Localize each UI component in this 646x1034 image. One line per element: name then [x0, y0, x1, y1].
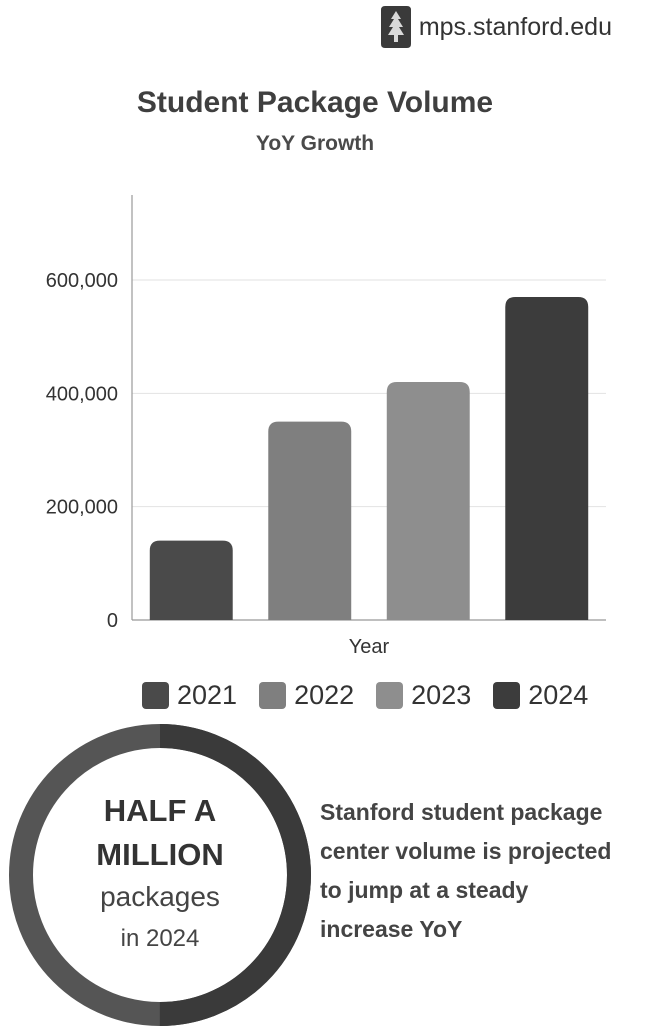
- bar-2021[interactable]: [149, 540, 233, 620]
- chart-subtitle: YoY Growth: [255, 132, 375, 155]
- legend-item-2022[interactable]: 2022: [259, 680, 354, 711]
- legend-label: 2022: [294, 680, 355, 710]
- legend-label: 2023: [411, 680, 472, 710]
- chart-title: Student Package Volume: [136, 86, 494, 119]
- highlight-line-1: HALF A: [103, 793, 217, 828]
- x-axis-label: Year: [349, 636, 390, 658]
- y-tick-labels: 0 200,000 400,000 600,000: [46, 270, 118, 632]
- bar-chart: 0 200,000 400,000 600,000 Year: [46, 195, 606, 658]
- site-url[interactable]: mps.stanford.edu: [418, 12, 612, 41]
- y-tick-label: 200,000: [46, 497, 118, 519]
- bar-2024[interactable]: [505, 297, 589, 620]
- y-tick-label: 0: [107, 610, 118, 632]
- highlight-ring: HALF A MILLION packages in 2024: [9, 724, 311, 1026]
- bar-2023[interactable]: [386, 382, 470, 620]
- summary-line-4: increase YoY: [320, 916, 463, 942]
- legend-label: 2024: [528, 680, 589, 710]
- highlight-line-4: in 2024: [120, 925, 200, 952]
- stanford-logo-icon: [380, 6, 411, 48]
- chart-bars: [149, 297, 589, 620]
- summary-line-3: to jump at a steady: [320, 877, 529, 903]
- legend-swatch: [493, 682, 521, 709]
- legend-swatch: [142, 682, 169, 709]
- legend-label: 2021: [177, 680, 238, 710]
- highlight-line-2: MILLION: [96, 837, 224, 872]
- y-tick-label: 400,000: [46, 383, 118, 405]
- highlight-line-3: packages: [100, 881, 220, 912]
- summary-line-1: Stanford student package: [320, 799, 603, 825]
- legend-item-2024[interactable]: 2024: [493, 680, 588, 711]
- summary-text: Stanford student package center volume i…: [320, 793, 640, 949]
- ring-progress-arc: [9, 724, 311, 1026]
- summary-line-2: center volume is projected: [320, 838, 612, 864]
- legend-swatch: [376, 682, 404, 709]
- ring-text: HALF A MILLION packages in 2024: [9, 724, 311, 1026]
- legend-swatch: [259, 682, 287, 709]
- site-header: mps.stanford.edu: [379, 4, 612, 50]
- bar-2022[interactable]: [268, 421, 352, 620]
- legend-item-2023[interactable]: 2023: [376, 680, 471, 711]
- chart-legend: 2021 2022 2023 2024: [142, 680, 588, 711]
- ring-graphic: [9, 724, 311, 1026]
- legend-item-2021[interactable]: 2021: [142, 680, 237, 711]
- y-tick-label: 600,000: [46, 270, 118, 292]
